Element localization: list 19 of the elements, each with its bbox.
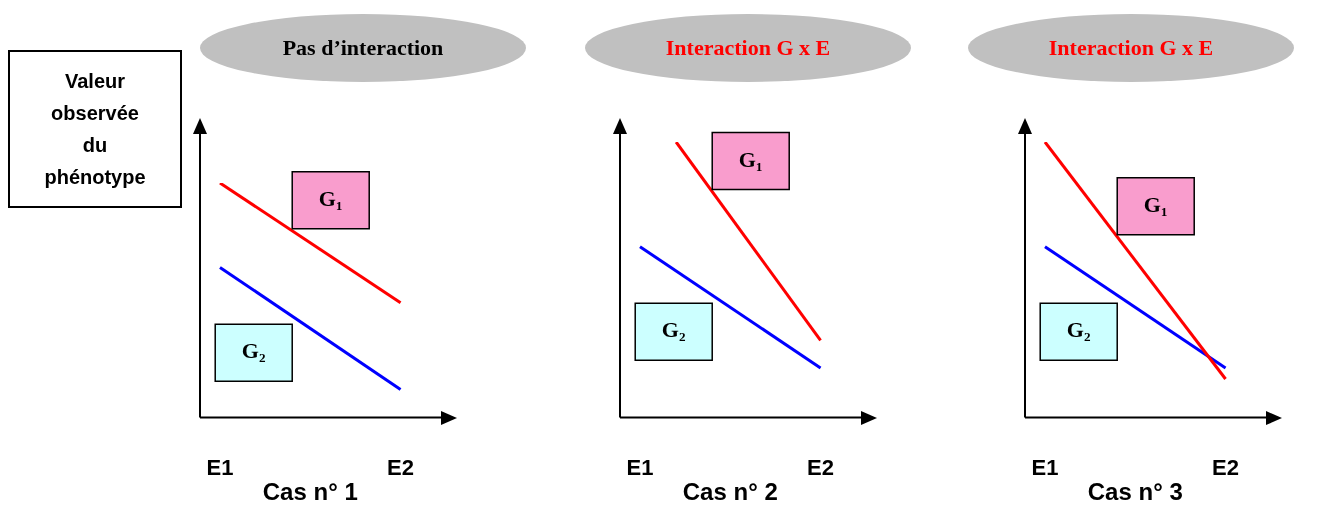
x-tick-label: E1 xyxy=(206,454,234,480)
x-axis-title: Cas n° 1 xyxy=(261,478,359,506)
series-label: G₁ xyxy=(1143,191,1168,217)
series-label: G₂ xyxy=(241,338,266,364)
series-label: G₁ xyxy=(738,146,763,172)
x-axis-title: Cas n° 2 xyxy=(681,478,779,506)
chart-title: Interaction G x E xyxy=(968,14,1294,82)
series-label: G₁ xyxy=(318,186,343,212)
x-tick-label: E1 xyxy=(1031,454,1059,480)
x-tick-label: E2 xyxy=(807,454,835,480)
y-axis-title: Valeur observée du phénotype xyxy=(8,50,182,208)
x-tick-label: E1 xyxy=(626,454,654,480)
series-label: G₂ xyxy=(1066,317,1091,343)
chart-title: Pas d’interaction xyxy=(200,14,526,82)
chart-title: Interaction G x E xyxy=(585,14,911,82)
x-tick-label: E2 xyxy=(387,454,415,480)
x-tick-label: E2 xyxy=(1212,454,1240,480)
series-label: G₂ xyxy=(661,317,686,343)
x-axis-title: Cas n° 3 xyxy=(1086,478,1184,506)
